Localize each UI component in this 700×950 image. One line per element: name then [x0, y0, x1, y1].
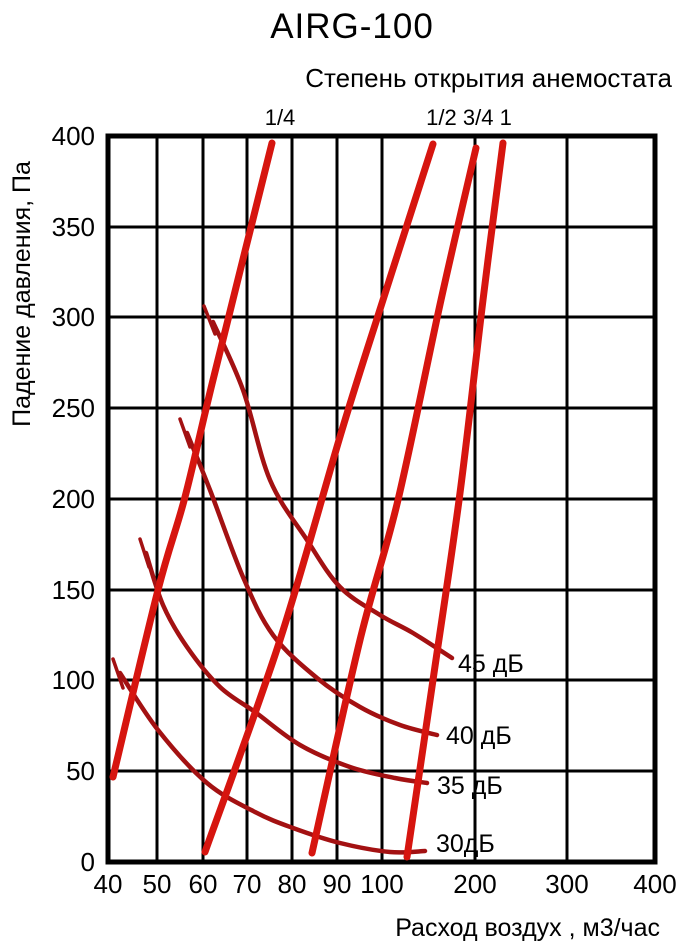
- opening-line-1-4: [109, 139, 276, 781]
- x-tick-label: 80: [278, 869, 307, 899]
- y-axis-tick-labels: 0 50 100 150 200 250 300 350 400: [52, 121, 95, 877]
- opening-degree-label: 1/4: [265, 105, 296, 130]
- x-axis-title: Расход воздух , м3/час: [395, 914, 660, 942]
- y-tick-label: 50: [66, 756, 95, 786]
- noise-level-label: 45 дБ: [458, 650, 524, 678]
- x-tick-label: 200: [453, 869, 496, 899]
- opening-line-1-2: [201, 140, 437, 856]
- y-tick-label: 400: [52, 121, 95, 151]
- x-tick-label: 60: [189, 869, 218, 899]
- opening-line-1: [403, 139, 507, 861]
- x-tick-label: 400: [633, 869, 676, 899]
- opening-degree-label: 1/2 3/4 1: [426, 105, 512, 130]
- y-tick-label: 150: [52, 575, 95, 605]
- y-tick-label: 350: [52, 212, 95, 242]
- noise-curve-start-hook: [178, 417, 192, 449]
- x-tick-label: 300: [545, 869, 588, 899]
- x-tick-label: 100: [360, 869, 403, 899]
- noise-curve-start-hook: [202, 304, 217, 336]
- y-axis-title: Падение давления, Па: [8, 161, 36, 427]
- noise-curve-start-hook: [111, 657, 125, 690]
- noise-curve-45db: [210, 319, 455, 661]
- y-tick-label: 250: [52, 393, 95, 423]
- chart-title: AIRG-100: [270, 7, 434, 46]
- opening-lines-group: [109, 139, 507, 861]
- x-tick-label: 70: [233, 869, 262, 899]
- noise-level-labels: 45 дБ 40 дБ 35 дБ 30дБ: [436, 650, 524, 858]
- opening-degree-labels: 1/4 1/2 3/4 1: [265, 105, 512, 130]
- noise-level-label: 40 дБ: [446, 722, 512, 750]
- chart-subtitle: Степень открытия анемостата: [305, 63, 672, 93]
- x-tick-label: 50: [143, 869, 172, 899]
- x-tick-label: 90: [323, 869, 352, 899]
- opening-line-3-4: [308, 144, 480, 857]
- y-tick-label: 200: [52, 484, 95, 514]
- grid: [106, 134, 657, 864]
- noise-curve-35db: [143, 550, 430, 786]
- plot-border: [105, 133, 658, 865]
- noise-curve-30db: [117, 670, 428, 855]
- x-tick-label: 40: [94, 869, 123, 899]
- noise-curve-start-hook: [138, 537, 151, 569]
- noise-curve-40db: [184, 430, 440, 738]
- y-tick-label: 100: [52, 665, 95, 695]
- noise-level-label: 35 дБ: [437, 772, 503, 800]
- y-tick-label: 300: [52, 302, 95, 332]
- noise-level-label: 30дБ: [436, 830, 495, 858]
- y-tick-label: 0: [81, 847, 95, 877]
- x-axis-tick-labels: 40 50 60 70 80 90 100 200 300 400: [94, 869, 677, 899]
